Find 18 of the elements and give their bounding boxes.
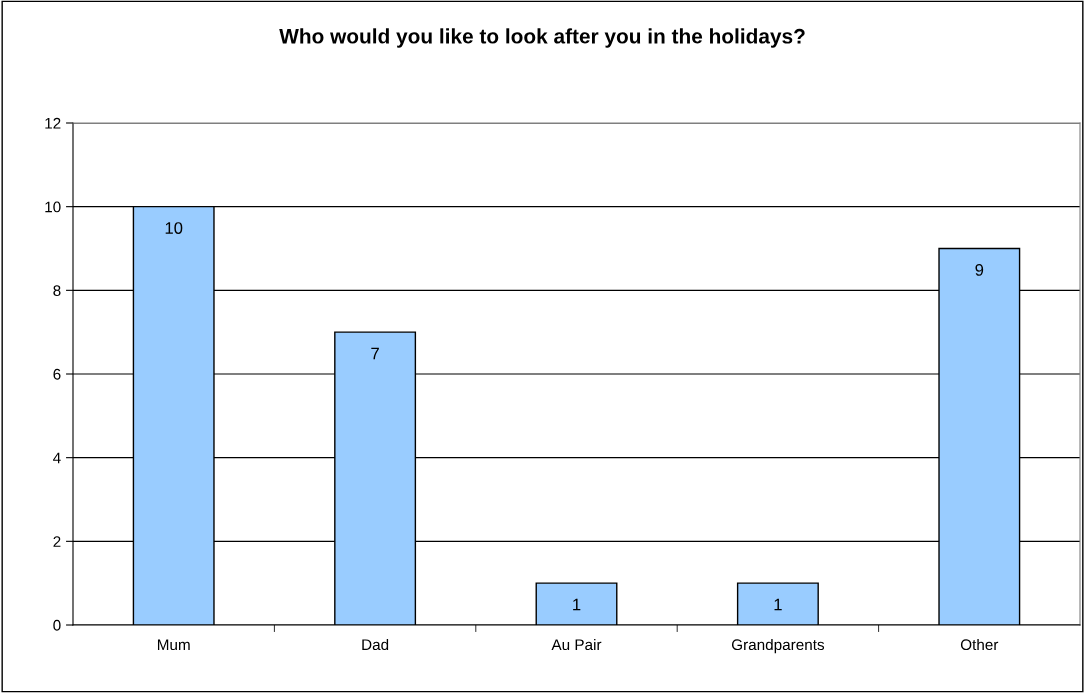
y-tick-label: 12 [45, 117, 61, 129]
y-tick-label: 8 [53, 285, 61, 297]
x-tick-label: Mum [157, 639, 190, 651]
x-tick-label: Other [960, 638, 999, 651]
chart-title: Who would you like to look after you in the holidays? [279, 28, 805, 48]
y-tick-label: 10 [45, 201, 61, 213]
x-tick-label: Dad [362, 638, 389, 651]
y-tick-label: 0 [53, 619, 61, 631]
x-tick-label: Au Pair [551, 638, 602, 651]
data-label: 10 [165, 222, 183, 234]
data-label: 7 [371, 347, 379, 360]
data-label: 1 [774, 598, 782, 611]
x-tick-label: Grandparents [731, 638, 825, 654]
y-tick-label: 2 [53, 536, 61, 547]
data-label: 9 [975, 263, 984, 276]
y-tick-label: 4 [53, 452, 61, 464]
y-tick-label: 6 [53, 368, 61, 380]
data-label: 1 [573, 598, 581, 611]
